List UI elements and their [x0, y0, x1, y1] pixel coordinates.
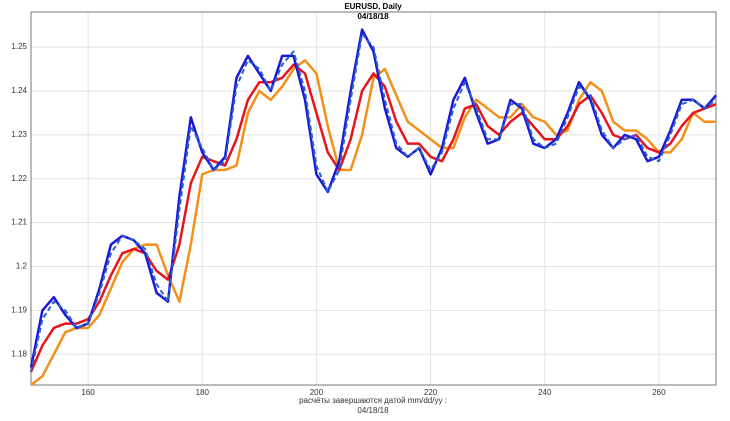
y-tick-label: 1.23 [11, 130, 27, 139]
x-tick-label: 220 [424, 388, 438, 397]
y-tick-label: 1.21 [11, 218, 27, 227]
chart-title: EURUSD, Daily [344, 2, 402, 11]
y-tick-label: 1.2 [16, 262, 28, 271]
x-tick-label: 180 [196, 388, 210, 397]
series-line [29, 63, 717, 373]
y-tick-label: 1.22 [11, 174, 27, 183]
x-tick-label: 260 [652, 388, 666, 397]
x-tick-label: 200 [310, 388, 324, 397]
x-tick-label: 240 [538, 388, 552, 397]
chart-subtitle: 04/18/18 [357, 12, 389, 21]
x-tick-label: 160 [81, 388, 95, 397]
y-tick-label: 1.24 [11, 86, 27, 95]
series-line [29, 28, 717, 368]
series-line [30, 32, 717, 373]
x-axis-label: расчёты завершаются датой mm/dd/yy : [299, 396, 447, 405]
plot-frame [30, 11, 717, 386]
series-line [30, 59, 716, 386]
y-tick-label: 1.18 [11, 349, 27, 358]
y-tick-label: 1.19 [11, 306, 27, 315]
x-axis-label: 04/18/18 [357, 406, 389, 415]
y-tick-label: 1.25 [11, 42, 27, 51]
